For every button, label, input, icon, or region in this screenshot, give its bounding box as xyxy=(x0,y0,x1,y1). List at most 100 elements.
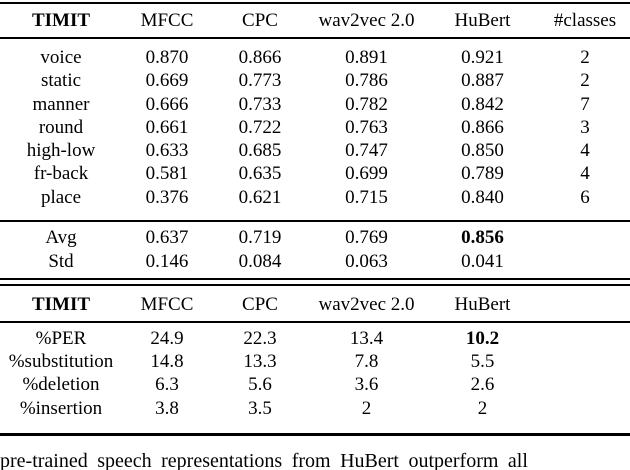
table-cell: 6 xyxy=(580,186,590,208)
col-header-mfcc: MFCC xyxy=(140,293,194,315)
table-cell: 0.842 xyxy=(461,93,504,115)
table-row: Avg 0.637 0.719 0.769 0.856 xyxy=(0,227,630,250)
col-header-timit: TIMIT xyxy=(31,9,91,31)
row-label: manner xyxy=(32,93,90,115)
table-row: static 0.669 0.773 0.786 0.887 2 xyxy=(0,70,630,93)
table1-header-rule xyxy=(0,37,630,39)
table-cell: 0.722 xyxy=(238,116,282,138)
table2-header: TIMIT MFCC CPC wav2vec 2.0 HuBert xyxy=(0,288,630,321)
table-cell: 0.789 xyxy=(461,163,504,185)
table-cell: 0.840 xyxy=(461,186,504,208)
table-cell-best: 10.2 xyxy=(465,327,500,349)
row-label: round xyxy=(38,116,84,138)
row-label: static xyxy=(40,70,82,92)
table-cell: 2.6 xyxy=(470,374,495,396)
table-cell: 0.699 xyxy=(345,163,388,185)
table1-mid-rule xyxy=(0,220,630,222)
table-cell: 7.8 xyxy=(354,350,379,372)
table-row: %deletion 6.3 5.6 3.6 2.6 xyxy=(0,374,630,397)
col-header-wav2vec: wav2vec 2.0 xyxy=(318,293,415,315)
table1-bottom-rule xyxy=(0,278,630,280)
table-row: round 0.661 0.722 0.763 0.866 3 xyxy=(0,116,630,139)
table2-header-rule xyxy=(0,321,630,324)
table-cell: 3.8 xyxy=(155,397,179,419)
table-cell: 2 xyxy=(580,70,590,92)
table-cell: 0.146 xyxy=(145,250,189,272)
table-cell: 6.3 xyxy=(155,374,179,396)
table-cell: 0.661 xyxy=(145,116,189,138)
table1-header: TIMIT MFCC CPC wav2vec 2.0 HuBert #class… xyxy=(0,4,630,37)
table-cell: 0.850 xyxy=(461,140,504,162)
table-cell: 0.763 xyxy=(345,116,388,138)
caption-text: pre-trained speech representations from … xyxy=(0,450,528,470)
table-cell: 3.5 xyxy=(248,397,272,419)
row-label: %deletion xyxy=(22,374,100,396)
col-header-timit: TIMIT xyxy=(31,293,91,315)
table-cell: 0.887 xyxy=(461,70,504,92)
table-cell: 2 xyxy=(361,397,372,419)
table-cell: 0.891 xyxy=(345,46,388,68)
table-cell: 0.637 xyxy=(145,227,189,249)
table-cell: 0.719 xyxy=(238,227,282,249)
table-row: %substitution 14.8 13.3 7.8 5.5 xyxy=(0,350,630,373)
table-cell: 5.5 xyxy=(470,350,495,372)
table-cell: 0.773 xyxy=(238,70,282,92)
row-label: Std xyxy=(48,250,74,272)
table-row: place 0.376 0.621 0.715 0.840 6 xyxy=(0,186,630,209)
table-cell: 0.733 xyxy=(238,93,282,115)
row-label: %insertion xyxy=(19,397,103,419)
table-row: high-low 0.633 0.685 0.747 0.850 4 xyxy=(0,139,630,162)
table1-top-rule xyxy=(0,1,630,5)
table-cell: 13.3 xyxy=(243,350,277,372)
table2-body: %PER 24.9 22.3 13.4 10.2 %substitution 1… xyxy=(0,327,630,420)
table-cell: 0.715 xyxy=(345,186,388,208)
row-label: fr-back xyxy=(33,163,89,185)
table-cell: 14.8 xyxy=(150,350,184,372)
col-header-wav2vec: wav2vec 2.0 xyxy=(318,9,415,31)
table-row: voice 0.870 0.866 0.891 0.921 2 xyxy=(0,46,630,69)
table-row: %PER 24.9 22.3 13.4 10.2 xyxy=(0,327,630,350)
table-cell: 3.6 xyxy=(354,374,379,396)
table-cell: 5.6 xyxy=(248,374,272,396)
table-row: fr-back 0.581 0.635 0.699 0.789 4 xyxy=(0,163,630,186)
table-cell: 3 xyxy=(580,116,590,138)
table2-top-rule xyxy=(0,284,630,287)
col-header-hubert: HuBert xyxy=(454,9,511,31)
table-cell: 0.621 xyxy=(238,186,282,208)
table-cell: 0.041 xyxy=(461,250,504,272)
table-cell: 0.063 xyxy=(345,250,388,272)
table-cell: 0.376 xyxy=(145,186,189,208)
table-cell: 2 xyxy=(477,397,488,419)
table-row: manner 0.666 0.733 0.782 0.842 7 xyxy=(0,93,630,116)
row-label: %PER xyxy=(35,327,87,349)
table-cell: 0.669 xyxy=(145,70,189,92)
table1-summary: Avg 0.637 0.719 0.769 0.856 Std 0.146 0.… xyxy=(0,227,630,274)
row-label: place xyxy=(40,186,82,208)
table-cell: 24.9 xyxy=(150,327,184,349)
col-header-classes: #classes xyxy=(553,9,617,31)
table-cell-best: 0.856 xyxy=(461,227,504,249)
table1-body: voice 0.870 0.866 0.891 0.921 2 static 0… xyxy=(0,46,630,209)
col-header-mfcc: MFCC xyxy=(140,9,194,31)
table-cell: 0.786 xyxy=(345,70,388,92)
table-cell: 0.633 xyxy=(145,140,189,162)
col-header-hubert: HuBert xyxy=(454,293,511,315)
table-row: %insertion 3.8 3.5 2 2 xyxy=(0,397,630,420)
table-cell: 22.3 xyxy=(243,327,277,349)
table-cell: 0.782 xyxy=(345,93,388,115)
table-cell: 0.666 xyxy=(145,93,189,115)
table-cell: 4 xyxy=(580,163,590,185)
table-cell: 0.635 xyxy=(238,163,282,185)
table-cell: 7 xyxy=(580,93,590,115)
col-header-cpc: CPC xyxy=(242,293,278,315)
table-cell: 0.747 xyxy=(345,140,388,162)
table2-bottom-rule xyxy=(0,433,630,436)
table-cell: 0.866 xyxy=(238,46,282,68)
table-cell: 0.921 xyxy=(461,46,504,68)
table-cell: 0.084 xyxy=(238,250,282,272)
row-label: voice xyxy=(40,46,82,68)
row-label: Avg xyxy=(45,227,77,249)
table-row: Std 0.146 0.084 0.063 0.041 xyxy=(0,250,630,273)
table-cell: 2 xyxy=(580,46,590,68)
